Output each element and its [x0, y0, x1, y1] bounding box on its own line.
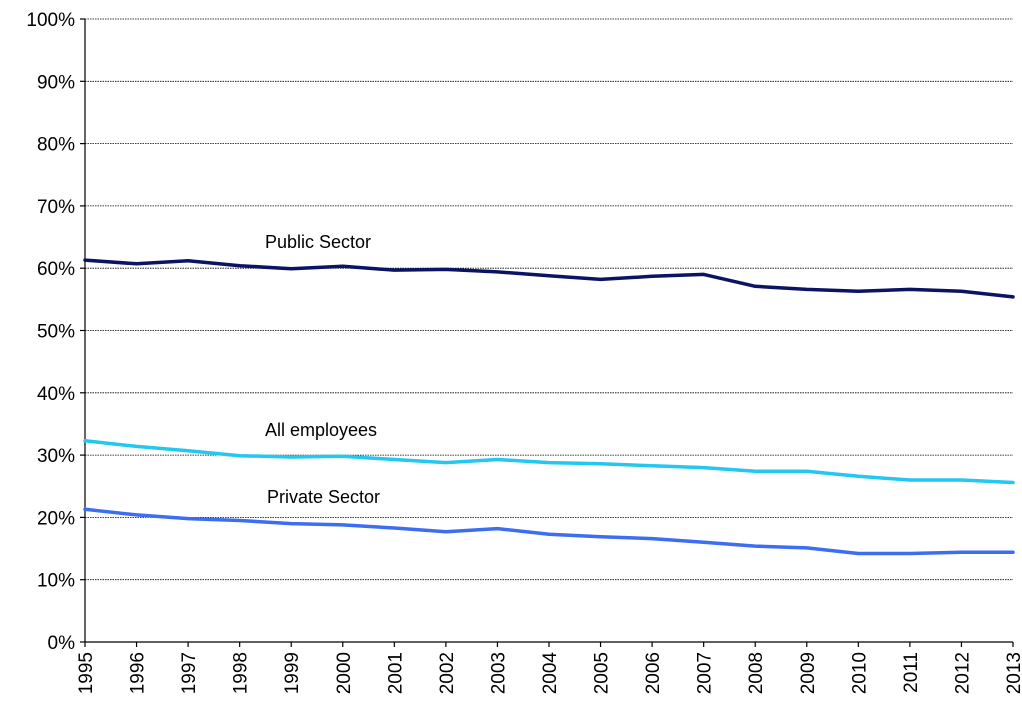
x-tick-label: 1995 [76, 652, 97, 694]
series-label-all-employees: All employees [265, 420, 377, 440]
y-tick-label: 30% [37, 446, 75, 467]
y-tick-label: 0% [48, 633, 76, 654]
x-tick-label: 2006 [643, 652, 664, 694]
x-tick-labels: 1995 1996 1997 1998 1999 2000 2001 2002 2003 2004… [76, 642, 1022, 694]
x-tick-label: 2011 [901, 652, 922, 693]
x-tick-label: 1999 [282, 652, 303, 694]
x-tick-label: 2005 [592, 652, 613, 694]
x-tick-label: 2003 [488, 652, 509, 694]
x-tick-label: 2002 [437, 652, 458, 694]
x-tick-label: 2007 [695, 652, 716, 694]
y-tick-label: 40% [37, 384, 75, 405]
x-tick-label: 2013 [1004, 652, 1022, 694]
x-tick-label: 2004 [540, 652, 561, 695]
y-tick-label: 50% [37, 322, 75, 343]
x-tick-label: 2008 [746, 652, 767, 694]
series-label-public-sector: Public Sector [265, 232, 371, 252]
y-tick-label: 70% [37, 197, 75, 218]
y-tick-label: 20% [37, 508, 75, 529]
series-label-private-sector: Private Sector [267, 487, 380, 507]
y-tick-label: 90% [37, 72, 75, 93]
x-tick-label: 2010 [849, 652, 870, 694]
y-tick-label: 80% [37, 135, 75, 156]
x-tick-label: 1997 [179, 652, 200, 694]
x-tick-label: 2001 [385, 652, 406, 694]
y-tick-label: 60% [37, 259, 75, 280]
y-tick-label: 100% [26, 10, 75, 31]
gridlines [85, 18, 1013, 581]
y-tick-label: 10% [37, 571, 75, 592]
series-labels: Public Sector All employees Private Sect… [265, 232, 380, 507]
x-tick-label: 2009 [798, 652, 819, 694]
x-tick-label: 2012 [952, 652, 973, 694]
x-tick-label: 1998 [231, 652, 252, 694]
x-tick-label: 2000 [334, 652, 355, 694]
series-lines [83, 258, 1015, 556]
series-line-all-employees [83, 439, 1015, 485]
x-tick-label: 1996 [128, 652, 149, 694]
series-line-public-sector [83, 258, 1015, 299]
series-line-private-sector [83, 507, 1015, 556]
y-tick-labels: 0% 10% 20% 30% 40% 50% 60% 70% 80% 90% 100% [26, 10, 85, 654]
